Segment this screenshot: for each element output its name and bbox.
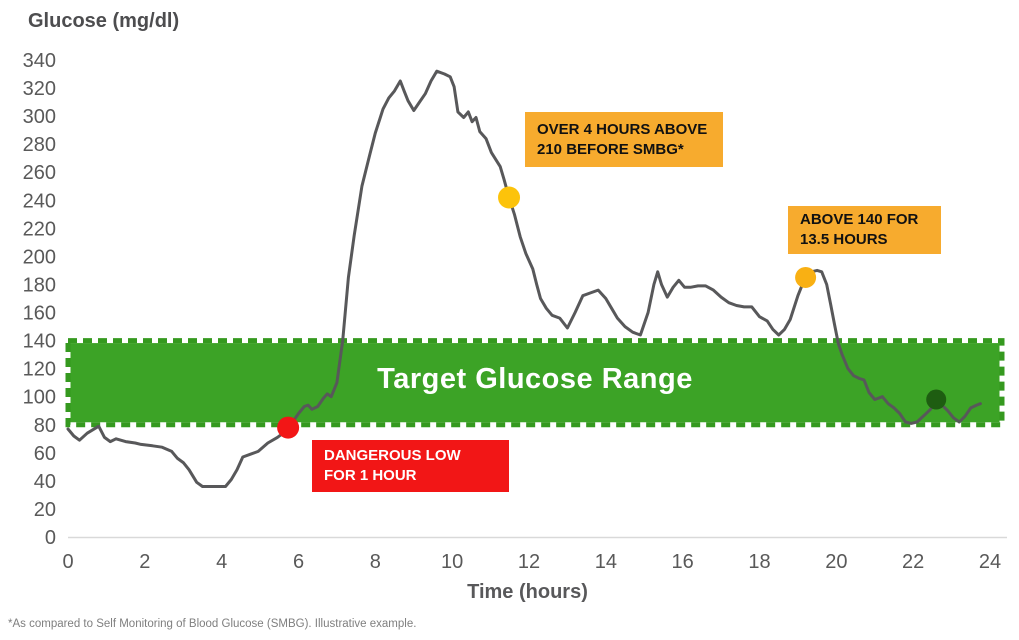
x-tick-label: 2: [139, 551, 150, 573]
x-tick-label: 8: [370, 551, 381, 573]
y-tick-label: 100: [23, 387, 56, 409]
dangerous-low-marker: [277, 416, 300, 439]
x-tick-label: 20: [825, 551, 847, 573]
target-range-label: Target Glucose Range: [377, 363, 693, 395]
y-tick-label: 220: [23, 218, 56, 240]
callout-over-4-hours-above-210: OVER 4 HOURS ABOVE 210 BEFORE SMBG*: [525, 112, 723, 167]
y-tick-label: 160: [23, 303, 56, 325]
y-tick-label: 80: [34, 415, 56, 437]
x-tick-label: 16: [672, 551, 694, 573]
end-reading-marker: [926, 389, 947, 410]
y-tick-label: 140: [23, 331, 56, 353]
x-axis-title-text: Time (hours): [467, 581, 588, 603]
y-tick-label: 0: [45, 527, 56, 549]
y-tick-label: 40: [34, 471, 56, 493]
smbg-marker: [498, 186, 521, 209]
y-tick-label: 20: [34, 499, 56, 521]
above-140-marker: [795, 266, 817, 288]
x-tick-label: 10: [441, 551, 463, 573]
x-tick-label: 0: [62, 551, 73, 573]
y-axis-tick-labels: 0 20 40 60 80 100 120 140 160 180 200 220 240 260 280 3…: [23, 50, 56, 549]
y-axis-title: Glucose (mg/dl): [28, 10, 180, 32]
x-tick-label: 18: [748, 551, 770, 573]
callout-dangerous-low: DANGEROUS LOW FOR 1 HOUR: [312, 440, 509, 492]
event-markers: [277, 186, 947, 439]
y-tick-label: 200: [23, 246, 56, 268]
x-tick-label: 24: [979, 551, 1001, 573]
x-tick-label: 22: [902, 551, 924, 573]
x-tick-label: 14: [595, 551, 617, 573]
y-tick-label: 280: [23, 134, 56, 156]
target-range-band: [65, 338, 1005, 428]
x-axis-tick-labels: 0 2 4 6 8 10 12 14 16 18 20 22 24: [62, 551, 1001, 573]
x-tick-label: 4: [216, 551, 227, 573]
y-tick-label: 340: [23, 50, 56, 72]
y-tick-label: 260: [23, 162, 56, 184]
y-tick-label: 60: [34, 443, 56, 465]
y-tick-label: 120: [23, 359, 56, 381]
footnote: *As compared to Self Monitoring of Blood…: [8, 618, 417, 630]
y-tick-label: 300: [23, 106, 56, 128]
y-tick-label: 320: [23, 78, 56, 100]
x-axis-title: Time (hours): [0, 581, 1019, 604]
y-tick-label: 180: [23, 274, 56, 296]
target-range-fill: [70, 343, 1000, 423]
glucose-trace-line: [66, 69, 982, 488]
x-tick-label: 12: [518, 551, 540, 573]
target-range-dashed-border: [65, 338, 1005, 428]
callout-above-140: ABOVE 140 FOR 13.5 HOURS: [788, 206, 941, 254]
x-tick-label: 6: [293, 551, 304, 573]
y-tick-label: 240: [23, 190, 56, 212]
